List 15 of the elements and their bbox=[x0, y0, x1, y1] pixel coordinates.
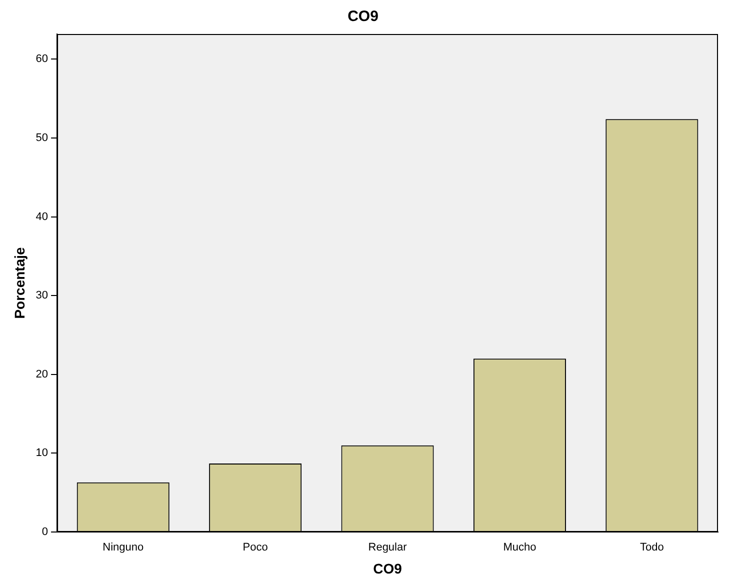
y-tick-label: 40 bbox=[36, 210, 48, 223]
x-tick-label: Ninguno bbox=[102, 542, 144, 554]
y-tick-label: 0 bbox=[42, 526, 48, 538]
y-axis-title: Porcentaje bbox=[11, 246, 28, 319]
x-tick-label: Regular bbox=[368, 542, 408, 554]
y-tick-label: 20 bbox=[36, 368, 48, 380]
x-tick-label: Todo bbox=[640, 542, 664, 554]
x-tick-label: Poco bbox=[242, 542, 268, 554]
chart-title: CO9 bbox=[348, 8, 378, 26]
y-tick-label: 10 bbox=[36, 447, 48, 460]
y-tick-label: 50 bbox=[36, 132, 48, 144]
y-tick-label: 60 bbox=[36, 53, 48, 66]
x-tick-label: Mucho bbox=[503, 542, 536, 554]
y-tick-label: 30 bbox=[36, 290, 48, 302]
x-axis-title: CO9 bbox=[373, 560, 402, 576]
